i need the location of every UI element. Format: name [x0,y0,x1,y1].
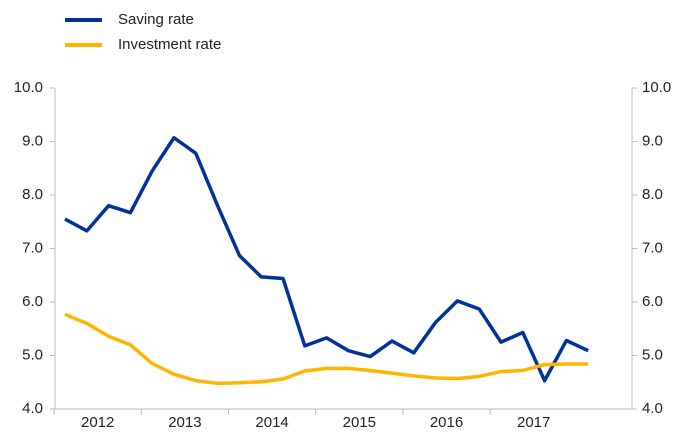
series-line [64,136,589,383]
y2-tick-label: 8.0 [642,186,663,203]
x-tick-label: 2012 [81,414,114,431]
y2-tick-label: 7.0 [642,239,663,256]
y-tick-label: 4.0 [22,400,43,417]
legend-label: Investment rate [118,36,221,53]
y2-tick-label: 9.0 [642,132,663,149]
y-tick-label: 5.0 [22,346,43,363]
y-tick-label: 8.0 [22,186,43,203]
x-tick-label: 2015 [343,414,376,431]
series-line [64,312,589,386]
y-tick-label: 9.0 [22,132,43,149]
y-tick-label: 6.0 [22,293,43,310]
x-tick-label: 2014 [255,414,288,431]
x-tick-label: 2017 [517,414,550,431]
y2-tick-label: 6.0 [642,293,663,310]
y-tick-label: 10.0 [14,79,43,96]
x-tick-label: 2016 [430,414,463,431]
y2-tick-label: 5.0 [642,346,663,363]
y2-tick-label: 10.0 [642,79,671,96]
y-tick-label: 7.0 [22,239,43,256]
x-tick-label: 2013 [168,414,201,431]
legend-label: Saving rate [118,11,194,28]
y2-tick-label: 4.0 [642,400,663,417]
